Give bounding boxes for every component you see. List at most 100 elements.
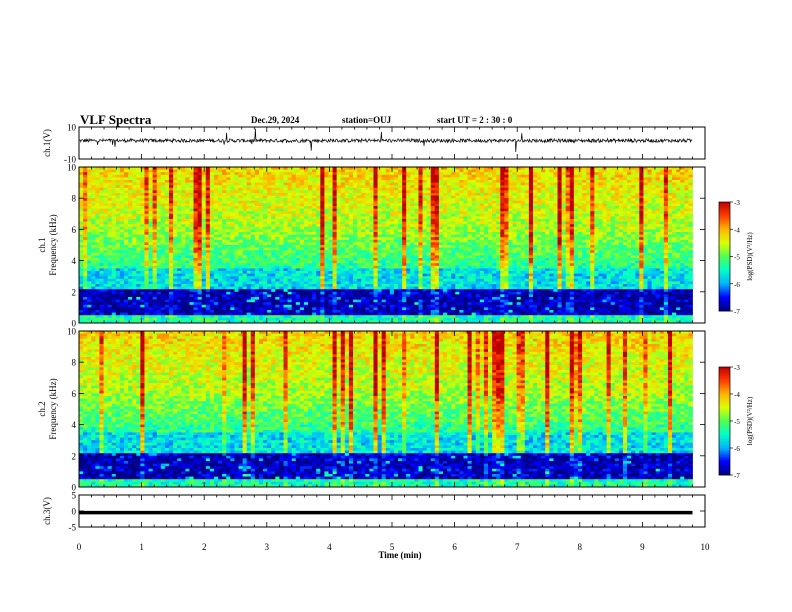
spectrogram-cell <box>79 229 84 233</box>
spectrogram-cell <box>177 203 182 207</box>
spectrogram-cell <box>651 180 657 183</box>
spectrogram-cell <box>308 198 313 202</box>
spectrogram-cell <box>369 169 374 173</box>
spectrogram-cell <box>680 229 685 233</box>
spectrogram-cell <box>168 185 174 189</box>
spectrogram-cell <box>218 219 223 222</box>
spectrogram-cell <box>553 200 558 204</box>
spectrogram-cell <box>622 245 628 248</box>
spectrogram-cell <box>643 239 648 243</box>
spectrogram-cell <box>218 224 223 228</box>
spectrogram-cell <box>528 203 534 207</box>
spectrogram-cell <box>557 232 562 235</box>
spectrogram-cell <box>279 203 284 207</box>
spectrogram-cell <box>569 180 575 183</box>
spectrogram-cell <box>111 213 117 217</box>
spectrogram-cell <box>197 182 203 186</box>
spectrogram-cell <box>91 216 96 220</box>
spectrogram-cell <box>622 190 628 194</box>
spectrogram-cell <box>463 208 468 212</box>
spectrogram-cell <box>373 180 378 183</box>
spectrogram-cell <box>103 250 109 254</box>
spectrogram-cell <box>254 185 260 189</box>
spectrogram-cell <box>561 208 567 212</box>
spectrogram-cell <box>528 169 534 173</box>
spectrogram-cell <box>373 169 378 173</box>
spectrogram-cell <box>639 167 644 170</box>
spectrogram-cell <box>115 239 121 243</box>
spectrogram-cell <box>418 177 423 181</box>
spectrogram-cell <box>655 203 661 207</box>
spectrogram-cell <box>545 195 550 199</box>
spectrogram-cell <box>283 208 288 212</box>
spectrogram-cell <box>516 219 522 222</box>
spectrogram-cell <box>479 169 485 173</box>
spectrogram-cell <box>324 203 329 207</box>
spectrogram-cell <box>152 172 158 176</box>
spectrogram-cell <box>160 245 166 248</box>
spectrogram-cell <box>136 247 141 251</box>
spectrogram-cell <box>545 232 550 235</box>
spectrogram-cell <box>144 177 149 181</box>
spectrogram-cell <box>602 234 607 238</box>
spectrogram-cell <box>639 190 644 194</box>
spectrogram-cell <box>316 242 321 246</box>
spectrogram-cell <box>598 174 603 178</box>
spectrogram-cell <box>590 216 595 220</box>
spectrogram-cell <box>107 172 113 176</box>
spectrogram-cell <box>312 239 317 243</box>
spectrogram-cell <box>528 200 534 204</box>
spectrogram-cell <box>451 221 456 225</box>
spectrogram-cell <box>144 221 149 225</box>
spectrogram-cell <box>659 198 665 202</box>
spectrogram-cell <box>250 206 256 209</box>
spectrogram-cell <box>181 247 186 251</box>
spectrogram-cell <box>422 200 428 204</box>
spectrogram-cell <box>263 206 268 209</box>
spectrogram-cell <box>459 247 464 251</box>
spectrogram-cell <box>557 193 562 196</box>
spectrogram-cell <box>381 213 387 217</box>
spectrogram-cell <box>365 213 370 217</box>
spectrogram-cell <box>496 242 501 246</box>
spectrogram-cell <box>173 219 178 222</box>
spectrogram-cell <box>160 224 166 228</box>
spectrogram-cell <box>336 234 342 238</box>
spectrogram-cell <box>516 169 522 173</box>
spectrogram-cell <box>385 203 391 207</box>
spectrogram-cell <box>590 198 595 202</box>
spectrogram-cell <box>299 226 305 230</box>
spectrogram-cell <box>541 224 546 228</box>
spectrogram-cell <box>492 221 497 225</box>
spectrogram-cell <box>688 195 693 199</box>
spectrogram-cell <box>545 174 550 178</box>
spectrogram-cell <box>87 180 92 183</box>
spectrogram-cell <box>557 229 562 233</box>
spectrogram-cell <box>332 193 338 196</box>
spectrogram-cell <box>99 237 104 241</box>
spectrogram-cell <box>123 206 129 209</box>
spectrogram-cell <box>287 219 293 222</box>
spectrogram-cell <box>373 198 378 202</box>
spectrogram-cell <box>328 242 333 246</box>
spectrogram-cell <box>201 216 207 220</box>
spectrogram-cell <box>627 239 632 243</box>
spectrogram-cell <box>381 200 387 204</box>
spectrogram-cell <box>361 237 366 241</box>
spectrogram-cell <box>324 213 329 217</box>
spectrogram-cell <box>475 203 481 207</box>
spectrogram-cell <box>483 221 489 225</box>
spectrogram-cell <box>475 213 481 217</box>
spectrogram-cell <box>557 219 562 222</box>
spectrogram-cell <box>561 200 567 204</box>
spectrogram-cell <box>582 169 587 173</box>
spectrogram-cell <box>565 219 571 222</box>
spectrogram-cell <box>528 247 534 251</box>
spectrogram-cell <box>676 213 681 217</box>
spectrogram-cell <box>528 174 534 178</box>
spectrogram-cell <box>414 169 419 173</box>
spectrogram-cell <box>140 172 145 176</box>
spectrogram-cell <box>492 187 497 191</box>
spectrogram-cell <box>451 247 456 251</box>
spectrogram-cell <box>680 226 685 230</box>
